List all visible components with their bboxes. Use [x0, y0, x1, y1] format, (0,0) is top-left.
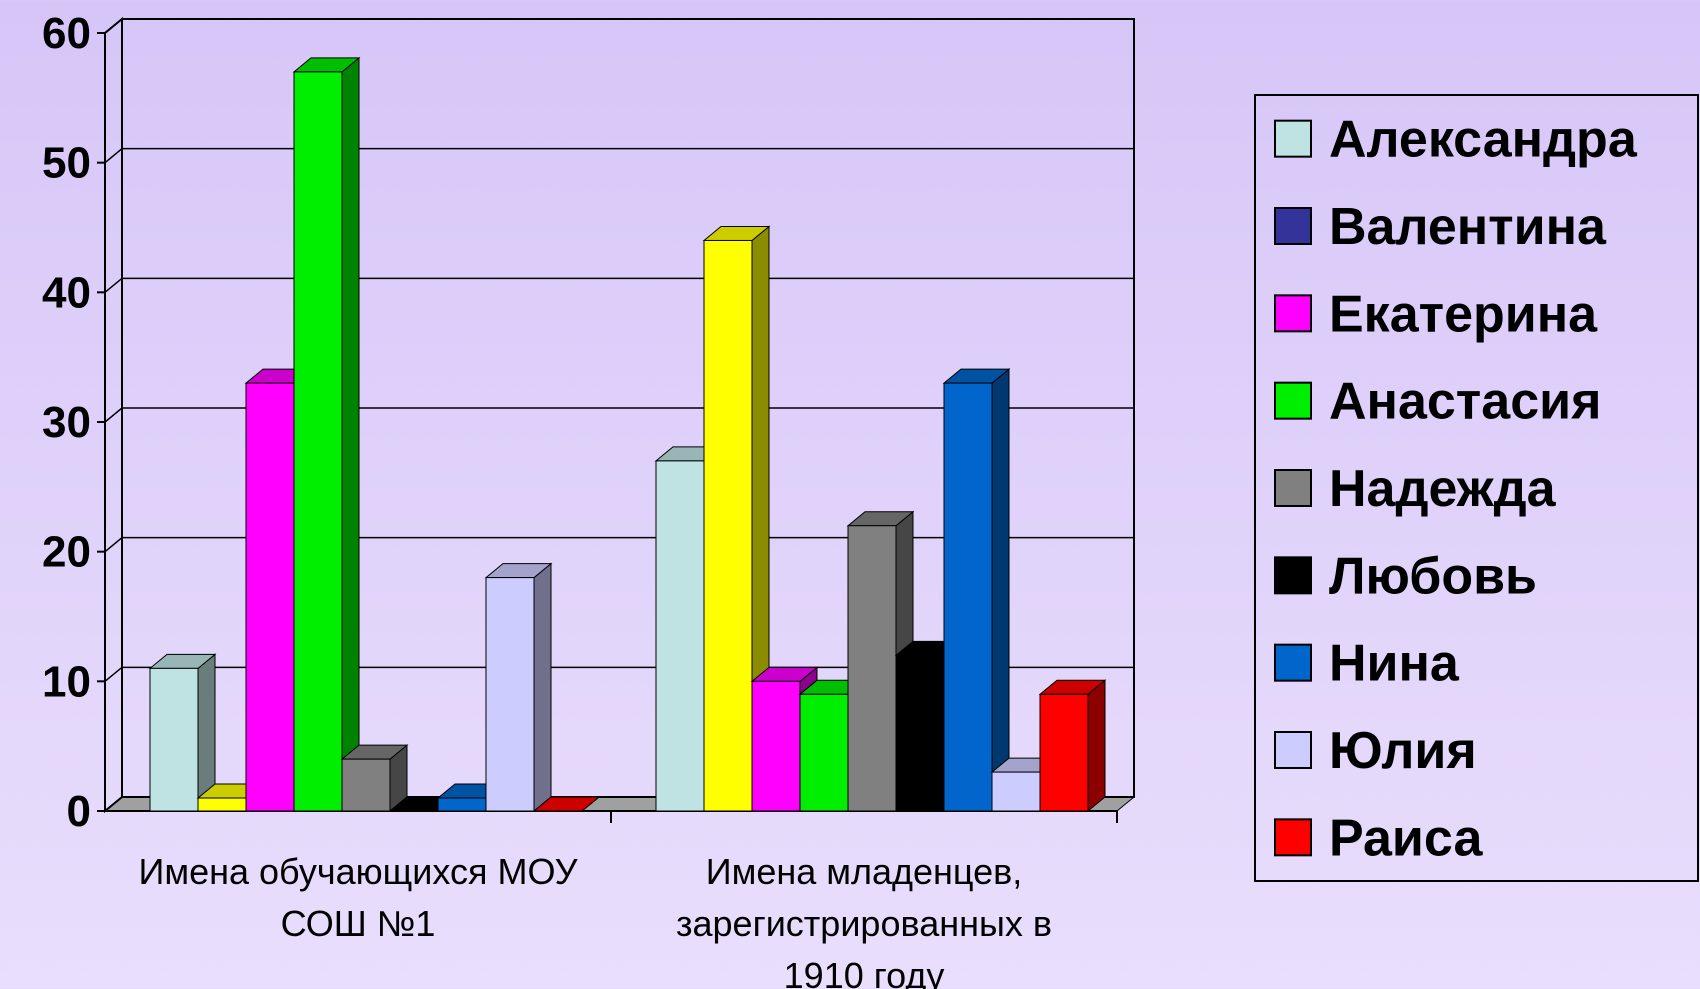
legend-swatch — [1274, 643, 1312, 682]
y-tick-label: 50 — [42, 139, 91, 188]
x-tick-label: Имена обучающихся МОУ СОШ №1 — [138, 851, 578, 944]
grid-line — [104, 277, 1134, 293]
bar-front — [703, 239, 753, 812]
legend-swatch — [1274, 731, 1312, 769]
bar-front — [485, 577, 535, 812]
legend-label: Валентина — [1329, 198, 1607, 256]
bar — [1038, 679, 1107, 813]
bar-top — [532, 796, 601, 812]
bar-front — [943, 382, 993, 812]
bar-front — [293, 71, 343, 812]
grid-line — [104, 536, 1134, 553]
y-tick-label: 20 — [42, 528, 91, 577]
bar — [340, 744, 409, 813]
y-tick-label: 30 — [42, 398, 91, 447]
legend-swatch — [1274, 119, 1312, 158]
y-tick-label: 40 — [42, 268, 91, 317]
legend-label: Александра — [1329, 111, 1638, 169]
bar — [436, 782, 505, 813]
bar — [148, 653, 217, 813]
bar — [532, 796, 601, 812]
legend-label: Раиса — [1329, 809, 1483, 867]
legend-label: Анастасия — [1329, 373, 1601, 431]
bar-front — [847, 525, 897, 812]
bar-side — [1087, 679, 1106, 813]
legend-label: Екатерина — [1329, 285, 1598, 343]
bar-front — [751, 680, 801, 812]
legend-swatch — [1274, 818, 1312, 857]
bar — [292, 56, 361, 813]
grid-line — [104, 147, 1134, 164]
bar — [942, 368, 1011, 813]
legend-swatch — [1274, 556, 1312, 595]
x-tick-label: Имена младенцев, зарегистрированных в 19… — [676, 851, 1052, 989]
bar-front — [341, 758, 391, 812]
legend-label: Юлия — [1329, 722, 1477, 780]
legend-swatch — [1274, 381, 1312, 420]
bar-front — [895, 654, 945, 812]
legend-swatch — [1274, 294, 1312, 333]
grid-line — [104, 18, 1134, 34]
bar-side — [533, 562, 552, 813]
bar — [484, 562, 553, 813]
y-tick-label: 60 — [42, 9, 91, 58]
bar-front — [149, 667, 199, 812]
bar-front — [655, 460, 705, 812]
legend-swatch — [1274, 469, 1312, 507]
y-tick-label: 10 — [42, 657, 91, 706]
bar-front — [245, 382, 295, 812]
legend-swatch — [1274, 207, 1312, 245]
bar-side — [991, 368, 1010, 813]
bar — [702, 225, 771, 813]
bar-front — [1039, 693, 1089, 812]
y-tick-label: 0 — [67, 787, 91, 836]
legend-box — [1254, 94, 1699, 882]
legend-label: Нина — [1329, 635, 1460, 693]
bar-front — [197, 797, 247, 812]
bar-front — [799, 693, 849, 812]
bar-front — [991, 771, 1041, 812]
legend-label: Любовь — [1329, 547, 1537, 605]
grid-line — [104, 407, 1134, 423]
bar-side — [341, 56, 360, 813]
legend-label: Надежда — [1329, 460, 1557, 518]
bar-front — [437, 797, 487, 812]
